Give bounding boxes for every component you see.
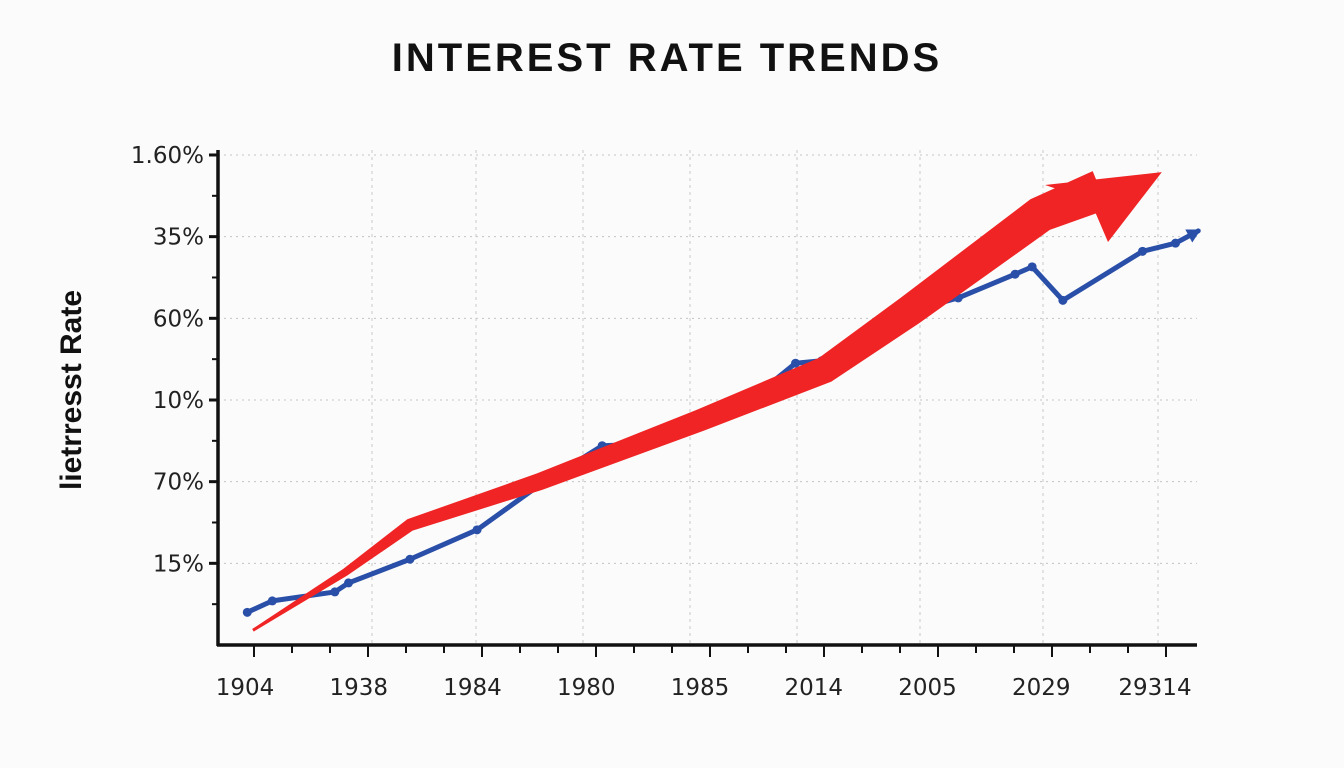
y-tick-label: 15%	[153, 551, 204, 577]
data-point	[1027, 262, 1037, 272]
x-tick-label: 1938	[329, 675, 388, 701]
data-point	[1170, 238, 1180, 248]
trend-arrow-body	[252, 171, 1109, 632]
data-point	[791, 358, 801, 368]
data-point	[267, 596, 277, 606]
line-arrowhead-icon	[1185, 229, 1201, 243]
x-tick-label: 1984	[443, 675, 502, 701]
tick-labels: 15% 70% 10% 60% 35% 1.60% 1904 1938 1984 1980 1985…	[131, 143, 1192, 701]
data-point	[344, 578, 354, 588]
y-tick-label: 10%	[153, 388, 204, 414]
trend-arrowhead-icon	[1045, 172, 1162, 242]
series	[242, 171, 1201, 632]
data-point	[1010, 269, 1020, 279]
data-point	[330, 587, 340, 597]
x-tick-label: 1980	[557, 675, 616, 701]
x-tick-label: 29314	[1118, 675, 1191, 701]
data-point	[405, 554, 415, 564]
x-tick-label: 2014	[784, 675, 843, 701]
y-tick-label: 35%	[153, 225, 204, 251]
data-point	[1137, 246, 1147, 256]
x-tick-label: 2005	[898, 675, 957, 701]
y-tick-label: 1.60%	[131, 143, 204, 169]
grid	[218, 150, 1197, 645]
axes	[209, 150, 1197, 657]
y-tick-label: 60%	[153, 306, 204, 332]
x-tick-label: 1985	[671, 675, 730, 701]
data-point	[242, 607, 252, 617]
x-tick-label: 1904	[216, 675, 275, 701]
x-tick-label: 2029	[1012, 675, 1071, 701]
chart-title: INTEREST RATE TRENDS	[391, 36, 943, 80]
y-tick-label: 70%	[153, 470, 204, 496]
data-point	[1058, 295, 1068, 305]
data-point	[472, 525, 482, 535]
